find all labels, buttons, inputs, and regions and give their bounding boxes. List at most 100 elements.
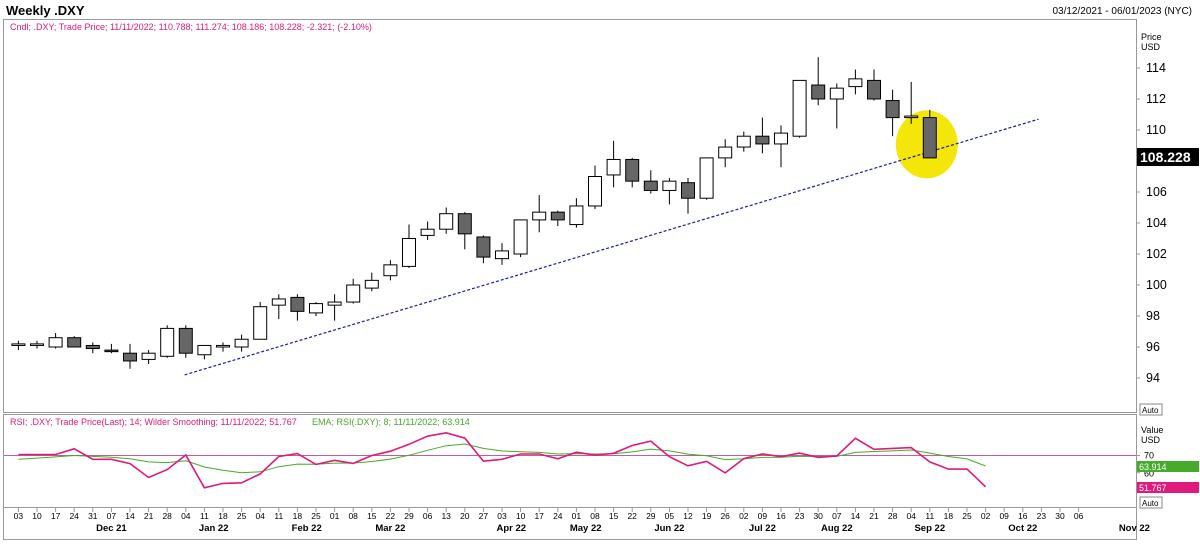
x-tick-label: 27 [479,511,489,521]
candle [606,140,621,188]
x-tick-label: 18 [944,511,954,521]
x-tick-label: 22 [627,511,637,521]
x-tick-label: 17 [534,511,544,521]
x-tick-label: 16 [776,511,786,521]
month-label: Jan 22 [199,523,229,534]
rsi-auto-button[interactable]: Auto [1139,496,1163,509]
candle [867,69,881,101]
x-tick-label: 08 [590,511,600,521]
candle [271,294,286,320]
x-tick-label: 09 [758,511,768,521]
month-label: Oct 22 [1008,523,1037,534]
candle [550,210,565,227]
ema-legend: EMA; RSI(.DXY); 8; 11/11/2022; 63.914 [312,417,470,427]
rsi-line [18,431,987,489]
rsi-value-box: 51.767 [1137,482,1199,493]
price-axis-unit: USD [1141,42,1161,52]
price-tick-label: 98 [1146,309,1160,323]
price-tick-label: 110 [1146,123,1166,137]
x-tick-label: 11 [274,511,283,521]
x-tick-label: 31 [88,511,98,521]
price-tick-label: 100 [1146,278,1167,292]
x-tick-label: 16 [1018,511,1028,521]
candle [11,340,26,351]
price-tick-label: 102 [1146,247,1167,261]
candle [309,302,323,316]
candle [532,195,547,233]
month-label: Sep 22 [914,523,945,534]
svg-text:Auto: Auto [1142,406,1159,415]
x-tick-label: 17 [51,511,61,521]
candle [457,212,472,250]
x-tick-label: 03 [497,511,507,521]
candle [736,131,751,152]
candle [346,278,361,304]
x-tick-label: 04 [181,511,191,521]
candle [774,125,788,168]
x-tick-label: 07 [832,511,842,521]
rsi-axis-title: Value [1141,425,1163,435]
month-label: Jul 22 [749,523,776,534]
candle [476,235,491,264]
candle [364,272,379,292]
x-tick-label: 11 [200,511,209,521]
x-tick-label: 18 [218,511,228,521]
candle [141,350,156,365]
rsi-tick-label: 60 [1144,469,1154,479]
date-range: 03/12/2021 - 06/01/2023 (NYC) [1052,6,1192,17]
last-price-box: 108.228 [1137,148,1199,166]
candle [160,325,175,358]
candle [792,79,807,138]
x-tick-label: 15 [609,511,619,521]
x-tick-label: 13 [441,511,451,521]
x-tick-label: 25 [311,511,321,521]
x-tick-label: 29 [404,511,414,521]
candle [197,344,212,360]
rsi-pane-frame [3,414,1137,508]
candle [123,343,137,369]
x-tick-label: 02 [981,511,991,521]
month-label: Mar 22 [375,523,405,534]
month-label: Jun 22 [654,523,684,534]
rsi-legend: RSI; .DXY; Trade Price(Last); 14; Wilder… [10,417,297,427]
x-tick-label: 24 [553,511,563,521]
candle [885,89,900,137]
x-tick-label: 30 [1055,511,1065,521]
x-tick-label: 20 [460,511,470,521]
ema-value-box: 63.914 [1137,461,1199,472]
uptrend-line [184,118,1039,376]
x-tick-label: 10 [516,511,526,521]
rsi-level-label: 70 [1144,451,1154,461]
x-tick-label: 04 [906,511,916,521]
month-label: Feb 22 [292,523,322,534]
svg-text:Auto: Auto [1142,499,1159,508]
x-tick-label: 25 [237,511,247,521]
price-auto-button[interactable]: Auto [1139,403,1163,416]
x-tick-label: 07 [107,511,117,521]
price-axis-title: Price [1141,32,1162,42]
candle [234,334,249,352]
candle [495,243,509,265]
x-tick-label: 12 [683,511,693,521]
candle [216,342,230,352]
month-label: Apr 22 [497,523,527,534]
x-tick-label: 26 [720,511,730,521]
x-tick-label: 01 [330,511,340,521]
x-tick-label: 06 [1074,511,1084,521]
candle [681,178,695,214]
month-label: Dec 21 [96,523,127,534]
candle [383,260,398,281]
candle [569,198,584,228]
x-tick-label: 18 [293,511,303,521]
month-label: Aug 22 [821,523,853,534]
x-tick-label: 22 [386,511,396,521]
candle [420,221,435,241]
candle [922,109,937,159]
candle [104,343,119,354]
candle [253,302,268,340]
x-tick-label: 10 [32,511,42,521]
x-tick-label: 19 [702,511,712,521]
price-tick-label: 112 [1146,92,1166,106]
x-tick-label: 25 [962,511,972,521]
candle [178,325,193,358]
